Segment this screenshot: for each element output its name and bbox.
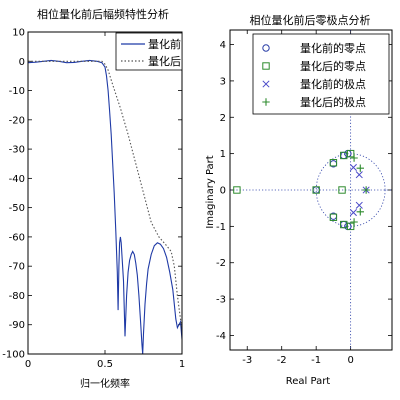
y-tick-label: -20 xyxy=(9,115,25,126)
y-tick-label: 10 xyxy=(12,28,25,39)
pole-after-marker xyxy=(350,218,358,226)
pole-zero-chart-axes-box xyxy=(229,29,393,351)
magnitude-chart-legend: 量化前 量化后 xyxy=(115,32,183,71)
magnitude-chart-legend-box xyxy=(115,32,183,71)
y-tick-label: 0 xyxy=(220,186,226,197)
y-tick-label: 2 xyxy=(220,113,226,124)
pole-after-marker xyxy=(362,186,370,194)
y-tick-label: -4 xyxy=(216,331,226,342)
y-tick-label: -1 xyxy=(216,222,226,233)
legend-pole-after-marker xyxy=(262,98,270,106)
y-tick-label: -70 xyxy=(9,262,25,273)
pole-after-marker xyxy=(356,164,364,172)
x-tick-label: 0 xyxy=(347,355,353,366)
pole-zero-chart-legend-box xyxy=(252,33,390,115)
pole-zero-legend-markers xyxy=(262,44,270,106)
magnitude-chart-axes-box xyxy=(27,31,183,355)
y-tick-label: -100 xyxy=(2,350,25,361)
zero-after-marker xyxy=(340,151,348,160)
zero-after-marker xyxy=(312,186,320,194)
legend-label-zeros-after: 量化后的零点 xyxy=(300,59,366,73)
series-line-before xyxy=(27,59,183,355)
magnitude-chart-xlabel: 归一化频率 xyxy=(80,377,130,390)
y-tick-label: -2 xyxy=(216,258,226,269)
pole-after-marker xyxy=(350,154,358,162)
magnitude-chart-title: 相位量化前后幅频特性分析 xyxy=(37,7,169,21)
legend-label-zeros-before: 量化前的零点 xyxy=(300,41,366,55)
y-tick-label: -60 xyxy=(9,232,25,243)
y-tick-label: 1 xyxy=(220,149,226,160)
y-tick-label: -90 xyxy=(9,320,25,331)
y-tick-label: 3 xyxy=(220,76,226,87)
legend-label-series-1: 量化前 xyxy=(148,37,181,51)
series-line-after xyxy=(28,60,183,331)
x-tick-label: 1 xyxy=(179,359,185,370)
pole-before-marker xyxy=(355,171,363,179)
y-tick-label: -40 xyxy=(9,174,25,185)
pole-zero-chart-legend: 量化前的零点 量化后的零点 量化前的极点 量化后的极点 xyxy=(252,33,390,115)
pole-zero-chart-ylabel: Imaginary Part xyxy=(205,155,216,228)
legend-pole-before-marker xyxy=(262,80,270,88)
pole-before-marker xyxy=(349,208,357,217)
pole-zero-chart-ticks: 4 3 2 1 0 -1 -2 -3 -4 -3 -2 -1 0 xyxy=(216,30,392,366)
x-tick-label: 0 xyxy=(25,359,31,370)
y-tick-label: 4 xyxy=(220,40,226,51)
y-tick-label: 0 xyxy=(19,57,25,68)
zero-after-marker xyxy=(329,159,338,167)
pole-zero-chart: 相位量化前后零极点分析 4 3 2 1 0 -1 -2 -3 -4 -3 -2 -1 0 Real Pa… xyxy=(205,13,393,387)
legend-label-series-2: 量化后 xyxy=(148,54,181,68)
pole-zero-chart-markers xyxy=(230,30,392,350)
zero-after-marker xyxy=(340,220,348,229)
pole-zero-chart-xlabel: Real Part xyxy=(286,376,331,387)
magnitude-chart: 相位量化前后幅频特性分析 100-10-20-30-40-50-60-70-80… xyxy=(2,7,185,390)
x-tick-label: -3 xyxy=(242,355,252,366)
x-tick-label: 0.5 xyxy=(97,359,113,370)
pole-before-marker xyxy=(355,201,363,209)
pole-zero-chart-title: 相位量化前后零极点分析 xyxy=(250,13,371,27)
pole-after-marker xyxy=(356,208,364,216)
zero-after-marker xyxy=(329,213,338,221)
pole-before-marker xyxy=(349,163,357,172)
x-tick-label: -2 xyxy=(277,355,287,366)
legend-zero-before-marker xyxy=(262,44,270,52)
y-tick-label: -80 xyxy=(9,291,25,302)
legend-label-poles-before: 量化前的极点 xyxy=(300,77,366,91)
legend-zero-after-marker xyxy=(262,62,270,70)
legend-label-poles-after: 量化后的极点 xyxy=(300,95,366,109)
y-tick-label: -3 xyxy=(216,295,226,306)
zero-after-marker xyxy=(233,186,241,194)
x-tick-label: -1 xyxy=(311,355,321,366)
magnitude-chart-series xyxy=(27,59,183,355)
y-tick-label: -10 xyxy=(9,86,25,97)
y-tick-label: -50 xyxy=(9,203,25,214)
zero-after-marker xyxy=(338,186,346,194)
y-tick-label: -30 xyxy=(9,145,25,156)
